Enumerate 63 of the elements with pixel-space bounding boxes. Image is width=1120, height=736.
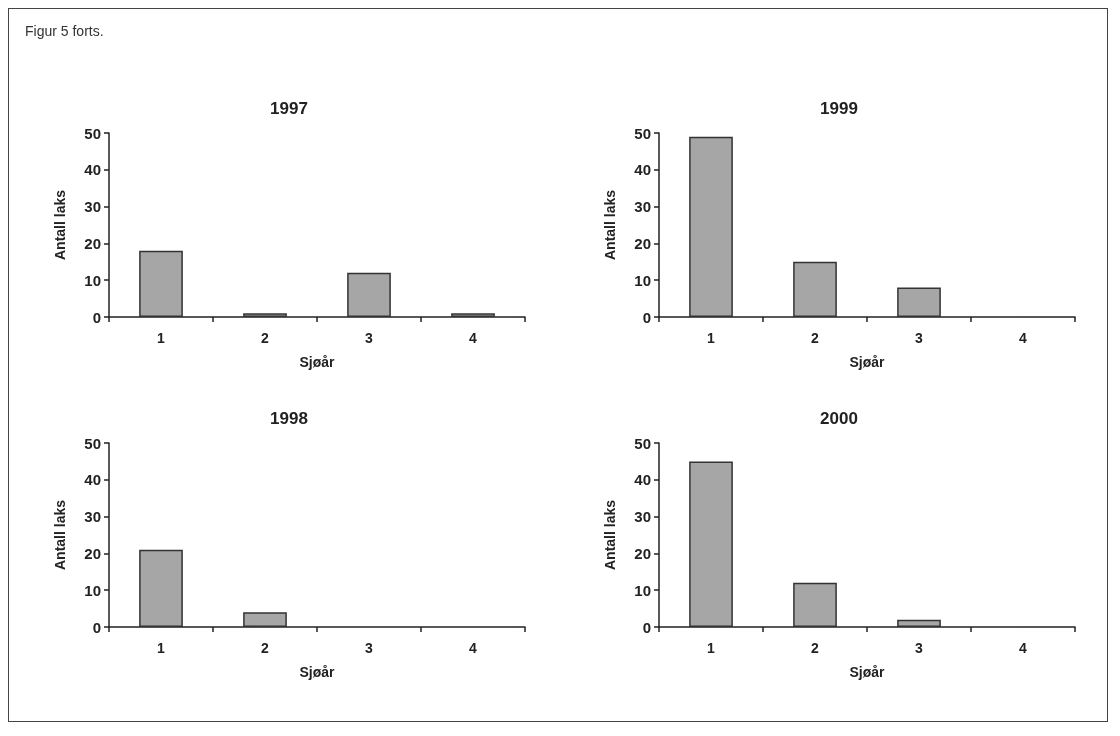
- y-tick-label: 50: [634, 124, 651, 142]
- x-tick-label: 3: [365, 640, 374, 656]
- bar: [897, 287, 941, 317]
- x-tick-label: 3: [915, 640, 924, 656]
- x-tick-label: 3: [365, 330, 374, 346]
- bar: [139, 250, 183, 317]
- x-tick-label: 3: [915, 330, 924, 346]
- x-tick-label: 1: [157, 330, 166, 346]
- y-tick-label: 30: [634, 508, 651, 526]
- x-axis-title: Sjøår: [849, 664, 886, 680]
- x-tick-label: 4: [1019, 330, 1028, 346]
- bar: [793, 261, 837, 317]
- x-tick-label: 1: [157, 640, 166, 656]
- x-tick-label: 2: [811, 640, 820, 656]
- y-axis-title: Antall laks: [602, 499, 618, 571]
- bar: [243, 313, 287, 317]
- y-tick-label: 0: [642, 308, 651, 326]
- y-tick-label: 20: [634, 234, 651, 252]
- y-axis-title: Antall laks: [52, 189, 68, 261]
- y-tick-label: 0: [642, 618, 651, 636]
- y-tick-label: 10: [84, 271, 101, 289]
- y-tick-label: 40: [84, 471, 101, 489]
- y-tick-label: 40: [84, 161, 101, 179]
- y-tick-label: 20: [634, 544, 651, 562]
- text: Figur 5 forts.: [25, 23, 104, 39]
- y-tick-label: 30: [84, 508, 101, 526]
- chart-title: 2000: [820, 409, 858, 428]
- x-tick-label: 4: [469, 640, 478, 656]
- chart-title: 1998: [270, 409, 308, 428]
- y-tick-label: 50: [84, 124, 101, 142]
- chart-title: 1997: [270, 99, 308, 118]
- x-tick-label: 1: [707, 330, 716, 346]
- y-axis-title: Antall laks: [52, 499, 68, 571]
- chart-title: 1999: [820, 99, 858, 118]
- x-axis-title: Sjøår: [849, 354, 886, 370]
- y-tick-label: 0: [92, 308, 101, 326]
- y-tick-label: 10: [634, 581, 651, 599]
- x-tick-label: 2: [261, 640, 270, 656]
- x-tick-label: 4: [469, 330, 478, 346]
- y-tick-label: 10: [84, 581, 101, 599]
- x-tick-label: 1: [707, 640, 716, 656]
- y-tick-label: 30: [634, 198, 651, 216]
- y-tick-label: 50: [84, 434, 101, 452]
- y-tick-label: 0: [92, 618, 101, 636]
- x-axis-title: Sjøår: [299, 664, 336, 680]
- bar: [897, 619, 941, 627]
- x-axis-title: Sjøår: [299, 354, 336, 370]
- y-tick-label: 20: [84, 234, 101, 252]
- bar: [793, 582, 837, 627]
- y-tick-label: 40: [634, 161, 651, 179]
- y-tick-label: 50: [634, 434, 651, 452]
- x-tick-label: 4: [1019, 640, 1028, 656]
- y-tick-label: 30: [84, 198, 101, 216]
- y-axis-title: Antall laks: [602, 189, 618, 261]
- x-tick-label: 2: [811, 330, 820, 346]
- bar: [451, 313, 495, 317]
- y-tick-label: 40: [634, 471, 651, 489]
- bar: [689, 461, 733, 627]
- x-tick-label: 2: [261, 330, 270, 346]
- bar: [689, 136, 733, 317]
- bar: [347, 272, 391, 317]
- y-tick-label: 10: [634, 271, 651, 289]
- y-tick-label: 20: [84, 544, 101, 562]
